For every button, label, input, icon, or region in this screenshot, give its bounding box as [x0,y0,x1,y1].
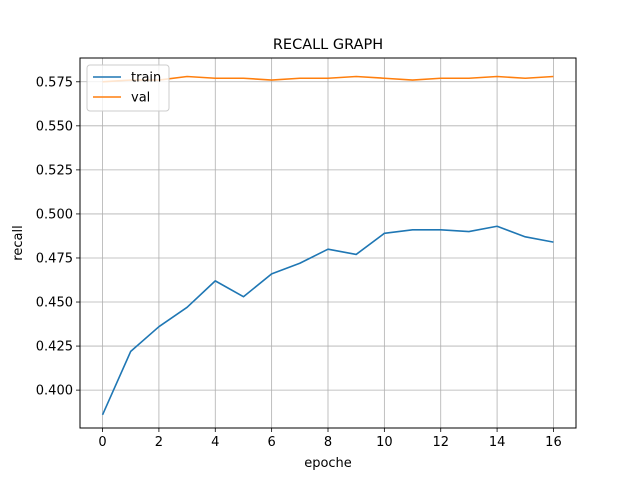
y-tick-label: 0.475 [36,251,73,266]
x-tick-label: 16 [545,435,562,450]
x-tick-label: 12 [432,435,449,450]
x-tick-label: 14 [489,435,506,450]
series-line-val [102,75,554,83]
y-tick-label: 0.500 [36,207,73,222]
x-tick-label: 8 [324,435,332,450]
legend-label-val: val [131,91,150,106]
x-tick-label: 4 [211,435,219,450]
y-axis-label: recall [11,225,26,260]
x-tick-label: 10 [376,435,393,450]
x-tick-label: 0 [98,435,106,450]
legend: train val [86,64,170,112]
grid [80,58,576,428]
y-tick-label: 0.450 [36,296,73,311]
x-axis-label: epoche [304,456,352,471]
y-tick-label: 0.550 [36,119,73,134]
series-line-train [101,225,554,416]
y-tick-label: 0.425 [36,340,73,355]
series-lines [101,75,554,416]
y-tick-label: 0.400 [36,384,73,399]
x-tick-label: 2 [155,435,163,450]
y-tick-label: 0.575 [36,75,73,90]
legend-label-train: train [131,71,161,86]
x-tick-label: 6 [267,435,275,450]
y-tick-label: 0.525 [36,163,73,178]
chart-title: RECALL GRAPH [273,37,383,53]
axis-ticks: 0 2 4 6 8 10 12 14 16 0.400 0.425 0.450 0.475 0.500 0.… [36,75,562,450]
